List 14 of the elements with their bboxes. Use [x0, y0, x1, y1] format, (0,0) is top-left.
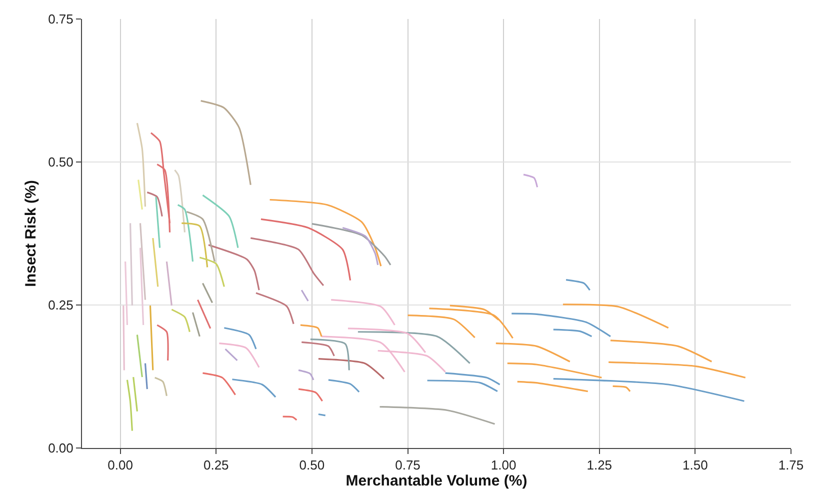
y-axis-title: Insect Risk (%) [22, 180, 40, 287]
y-tick-label: 0.50 [48, 154, 74, 170]
x-tick-label: 0.75 [395, 458, 420, 473]
x-tick-label: 1.00 [490, 458, 516, 473]
x-axis-title: Merchantable Volume (%) [346, 472, 528, 490]
y-tick-label: 0.25 [48, 298, 74, 313]
x-tick-label: 0.50 [299, 458, 325, 473]
x-tick-label: 1.25 [586, 458, 612, 473]
x-tick-label: 1.75 [778, 458, 804, 473]
x-tick-label: 1.50 [682, 458, 708, 473]
x-tick-label: 0.25 [203, 458, 229, 473]
y-tick-label: 0.75 [48, 12, 74, 27]
x-tick-label: 0.00 [108, 458, 133, 473]
y-tick-label: 0.00 [48, 440, 74, 456]
